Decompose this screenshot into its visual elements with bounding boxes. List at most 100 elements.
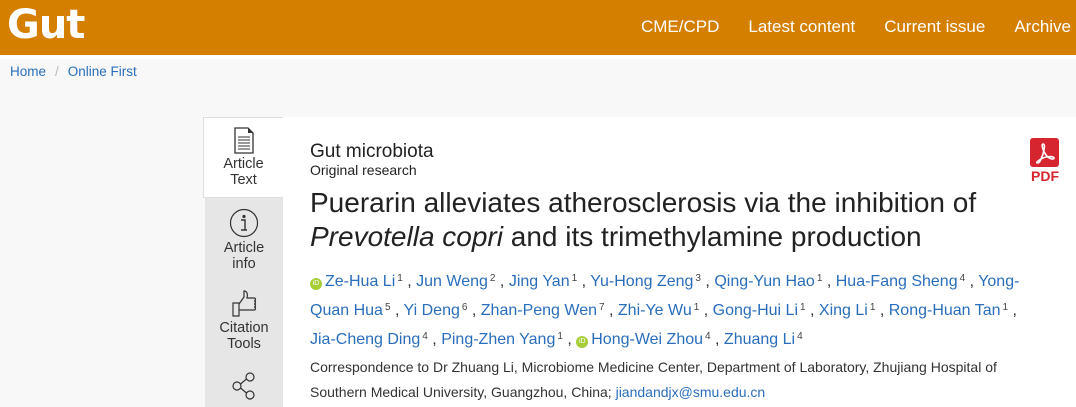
- info-icon: [229, 208, 259, 238]
- affiliation-number[interactable]: 4: [705, 331, 711, 342]
- nav-latest[interactable]: Latest content: [748, 17, 856, 36]
- tab-label: info: [232, 256, 256, 272]
- author-name[interactable]: Hua-Fang Sheng: [835, 273, 958, 290]
- author-name[interactable]: Zhan-Peng Wen: [480, 302, 597, 319]
- tab-share[interactable]: [205, 372, 283, 402]
- author-name[interactable]: Yu-Hong Zeng: [590, 273, 694, 290]
- author: Jing Yan 1: [509, 273, 577, 290]
- affiliation-number[interactable]: 1: [869, 302, 876, 313]
- author-name[interactable]: Jun Weng: [416, 273, 488, 290]
- separator: ,: [805, 302, 819, 319]
- author-name[interactable]: Jia-Cheng Ding: [310, 331, 421, 348]
- author-name[interactable]: Qing-Yun Hao: [714, 273, 815, 290]
- author: iD Ze-Hua Li 1: [310, 273, 403, 290]
- affiliation-number[interactable]: 1: [397, 273, 403, 284]
- author-name[interactable]: Hong-Wei Zhou: [591, 331, 704, 348]
- author: Ping-Zhen Yang 1: [441, 331, 563, 348]
- separator: ,: [427, 331, 442, 348]
- site-header: Gut CME/CPD Latest content Current issue…: [0, 0, 1076, 55]
- orcid-icon[interactable]: iD: [310, 278, 322, 290]
- pdf-button[interactable]: PDF: [1030, 138, 1060, 184]
- tab-article-info[interactable]: Article info: [205, 208, 283, 272]
- author: Qing-Yun Hao 1: [714, 273, 822, 290]
- pdf-label: PDF: [1031, 168, 1059, 184]
- tab-article-text[interactable]: Article Text: [203, 117, 283, 198]
- affiliation-number[interactable]: 3: [695, 273, 701, 284]
- article-sidebar: Article Text Article info Citation Tools: [203, 117, 283, 407]
- article-type: Original research: [310, 162, 417, 178]
- author-name[interactable]: Ze-Hua Li: [325, 273, 396, 290]
- breadcrumb-separator: /: [55, 64, 59, 79]
- separator: ,: [604, 302, 618, 319]
- separator: ,: [965, 273, 979, 290]
- author-name[interactable]: Zhuang Li: [723, 331, 796, 348]
- journal-logo[interactable]: Gut: [7, 2, 85, 48]
- article-main: [283, 117, 1076, 407]
- separator: ,: [402, 273, 417, 290]
- separator: ,: [495, 273, 509, 290]
- separator: ,: [822, 273, 836, 290]
- author: Yu-Hong Zeng 3: [590, 273, 701, 290]
- author-name[interactable]: Zhi-Ye Wu: [617, 302, 692, 319]
- affiliation-number[interactable]: 6: [461, 302, 468, 313]
- affiliation-number[interactable]: 4: [797, 331, 803, 342]
- separator: ,: [562, 331, 577, 348]
- separator: ,: [1008, 302, 1017, 319]
- tab-citation-tools[interactable]: Citation Tools: [205, 290, 283, 352]
- breadcrumb-online-first[interactable]: Online First: [67, 64, 137, 79]
- affiliation-number[interactable]: 1: [800, 302, 806, 313]
- tab-label: Tools: [227, 336, 261, 352]
- article-title: Puerarin alleviates atherosclerosis via …: [310, 187, 977, 252]
- email-link[interactable]: jiandandjx@smu.edu.cn: [615, 384, 766, 400]
- separator: ,: [700, 273, 715, 290]
- affiliation-number[interactable]: 2: [489, 273, 496, 284]
- correspondence: Correspondence to Dr Zhuang Li, Microbio…: [310, 359, 997, 400]
- author: Rong-Huan Tan 1: [889, 302, 1008, 319]
- breadcrumb-home[interactable]: Home: [10, 64, 47, 79]
- separator: ,: [875, 302, 889, 319]
- document-icon: [233, 127, 254, 154]
- author: Jia-Cheng Ding 4: [310, 331, 428, 348]
- author-name[interactable]: Rong-Huan Tan: [888, 302, 1001, 319]
- affiliation-number[interactable]: 1: [816, 273, 823, 284]
- author-name[interactable]: Ping-Zhen Yang: [441, 331, 556, 348]
- author-name[interactable]: Yi Deng: [403, 302, 460, 319]
- nav-current[interactable]: Current issue: [884, 17, 986, 36]
- separator: ,: [699, 302, 713, 319]
- author: Zhan-Peng Wen 7: [481, 302, 605, 319]
- tab-label: Article: [223, 240, 265, 256]
- tab-label: Text: [230, 172, 257, 188]
- author-name[interactable]: Gong-Hui Li: [712, 302, 798, 319]
- nav-cme[interactable]: CME/CPD: [640, 17, 720, 36]
- author: Zhuang Li 4: [724, 331, 803, 348]
- affiliation-number[interactable]: 7: [599, 302, 605, 313]
- share-icon: [232, 372, 255, 400]
- affiliation-number[interactable]: 1: [693, 302, 700, 313]
- affiliation-number[interactable]: 4: [959, 273, 966, 284]
- author: Gong-Hui Li 1: [713, 302, 806, 319]
- main-nav: CME/CPD Latest content Current issue Arc…: [641, 17, 1071, 37]
- affiliation-number[interactable]: 1: [557, 331, 563, 342]
- author-name[interactable]: Jing Yan: [508, 273, 570, 290]
- tab-label: Citation: [219, 320, 269, 336]
- affiliation-number[interactable]: 5: [384, 302, 391, 313]
- article-section: Gut microbiota: [310, 141, 434, 162]
- separator: ,: [710, 331, 724, 348]
- author-name[interactable]: Yong-Quan Hua: [310, 273, 1020, 319]
- author: Hua-Fang Sheng 4: [836, 273, 965, 290]
- separator: ,: [577, 273, 591, 290]
- separator: ,: [467, 302, 481, 319]
- author: Jun Weng 2: [416, 273, 495, 290]
- nav-archive[interactable]: Archive: [1014, 17, 1071, 36]
- orcid-icon[interactable]: iD: [576, 336, 589, 348]
- author-name[interactable]: Xing Li: [818, 302, 868, 319]
- tab-label: Article: [223, 156, 264, 172]
- separator: ,: [390, 302, 404, 319]
- author: Yong-Quan Hua 5: [310, 273, 1019, 319]
- author: Yi Deng 6: [404, 302, 468, 319]
- author: Xing Li 1: [819, 302, 875, 319]
- affiliation-number[interactable]: 1: [1002, 302, 1009, 313]
- affiliation-number[interactable]: 4: [422, 331, 428, 342]
- divider: [0, 55, 1076, 59]
- affiliation-number[interactable]: 1: [571, 273, 578, 284]
